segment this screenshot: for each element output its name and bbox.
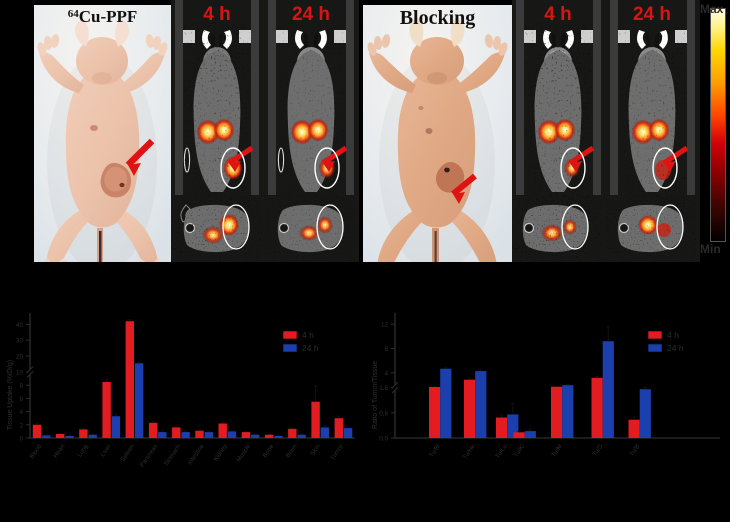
svg-text:4: 4 bbox=[19, 409, 23, 416]
svg-text:Stomach: Stomach bbox=[163, 443, 183, 467]
svg-text:Heart: Heart bbox=[52, 443, 67, 460]
svg-text:Tissue Uptake (%ID/g): Tissue Uptake (%ID/g) bbox=[7, 360, 14, 430]
svg-text:0.0: 0.0 bbox=[379, 436, 388, 443]
svg-text:Tu/S: Tu/S bbox=[591, 443, 604, 458]
svg-text:24 h: 24 h bbox=[667, 343, 684, 353]
svg-text:0: 0 bbox=[19, 436, 23, 443]
svg-text:0.8: 0.8 bbox=[379, 410, 388, 417]
svg-text:24 h: 24 h bbox=[292, 4, 330, 25]
svg-text:Muscle: Muscle bbox=[235, 443, 252, 464]
svg-text:Brain: Brain bbox=[285, 443, 299, 459]
svg-text:8: 8 bbox=[19, 383, 23, 390]
svg-text:10: 10 bbox=[16, 370, 24, 377]
svg-text:4 h: 4 h bbox=[667, 330, 679, 340]
svg-text:1.6: 1.6 bbox=[379, 385, 388, 392]
svg-text:Liver: Liver bbox=[99, 443, 112, 458]
svg-text:30: 30 bbox=[16, 338, 24, 345]
svg-text:20: 20 bbox=[16, 354, 24, 361]
svg-text:8: 8 bbox=[384, 346, 388, 353]
svg-text:Bone: Bone bbox=[261, 443, 275, 459]
svg-text:4 h: 4 h bbox=[302, 330, 314, 340]
svg-text:Spleen: Spleen bbox=[119, 443, 136, 463]
svg-text:Tu/B: Tu/B bbox=[628, 443, 641, 458]
svg-text:12: 12 bbox=[381, 322, 389, 329]
svg-text:24 h: 24 h bbox=[633, 4, 671, 25]
svg-text:4: 4 bbox=[384, 370, 388, 377]
svg-text:6: 6 bbox=[19, 396, 23, 403]
svg-text:40: 40 bbox=[16, 322, 24, 329]
svg-text:Tu/M: Tu/M bbox=[550, 443, 564, 458]
svg-text:Tumor: Tumor bbox=[329, 443, 345, 461]
svg-text:4 h: 4 h bbox=[544, 4, 571, 25]
svg-text:Pancreas: Pancreas bbox=[139, 443, 160, 468]
svg-text:Intestine: Intestine bbox=[187, 443, 206, 467]
svg-text:Tu/Ki: Tu/Ki bbox=[512, 443, 526, 459]
svg-text:2: 2 bbox=[19, 422, 23, 429]
svg-text:Lung: Lung bbox=[76, 443, 90, 459]
svg-text:Tu/Lu: Tu/Lu bbox=[494, 443, 509, 460]
svg-text:4 h: 4 h bbox=[203, 4, 230, 25]
svg-text:Ratio of Tumor/Tissue: Ratio of Tumor/Tissue bbox=[372, 361, 379, 429]
svg-text:Tu/Bl: Tu/Bl bbox=[428, 443, 442, 459]
svg-text:Kidney: Kidney bbox=[212, 442, 229, 462]
svg-text:24 h: 24 h bbox=[302, 343, 319, 353]
svg-text:Tu/He: Tu/He bbox=[462, 443, 478, 461]
svg-text:Blood: Blood bbox=[28, 443, 43, 460]
svg-text:Skin: Skin bbox=[309, 443, 322, 457]
